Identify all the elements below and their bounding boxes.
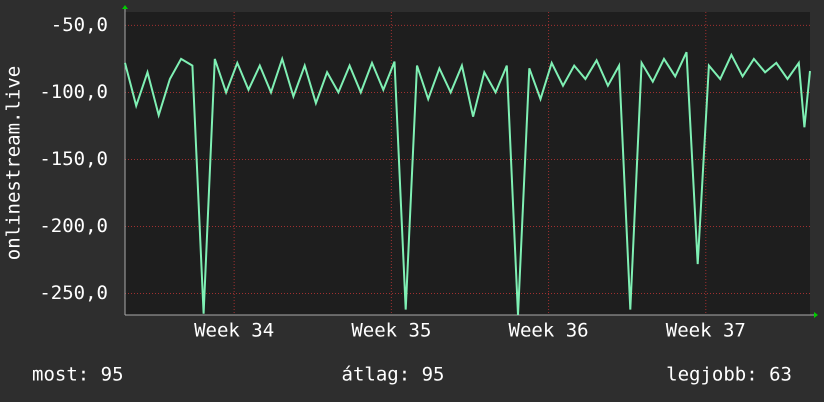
x-tick-label: Week 36 xyxy=(509,320,589,342)
x-tick-label: Week 34 xyxy=(194,320,274,342)
y-axis-label: onlinestream.live xyxy=(3,66,25,260)
stat-average: átlag: 95 xyxy=(342,364,445,386)
y-tick-label: -150,0 xyxy=(39,148,108,170)
y-tick-label: -50,0 xyxy=(51,14,108,36)
plot-area xyxy=(125,12,810,315)
x-tick-label: Week 35 xyxy=(351,320,431,342)
y-tick-label: -100,0 xyxy=(39,81,108,103)
y-tick-label: -200,0 xyxy=(39,215,108,237)
x-tick-label: Week 37 xyxy=(666,320,746,342)
axis-arrow xyxy=(122,5,128,9)
data-line xyxy=(124,51,811,316)
stat-best: legjobb: 63 xyxy=(666,364,792,386)
axis-arrow xyxy=(814,312,818,318)
stat-current: most: 95 xyxy=(32,364,124,386)
y-tick-label: -250,0 xyxy=(39,282,108,304)
